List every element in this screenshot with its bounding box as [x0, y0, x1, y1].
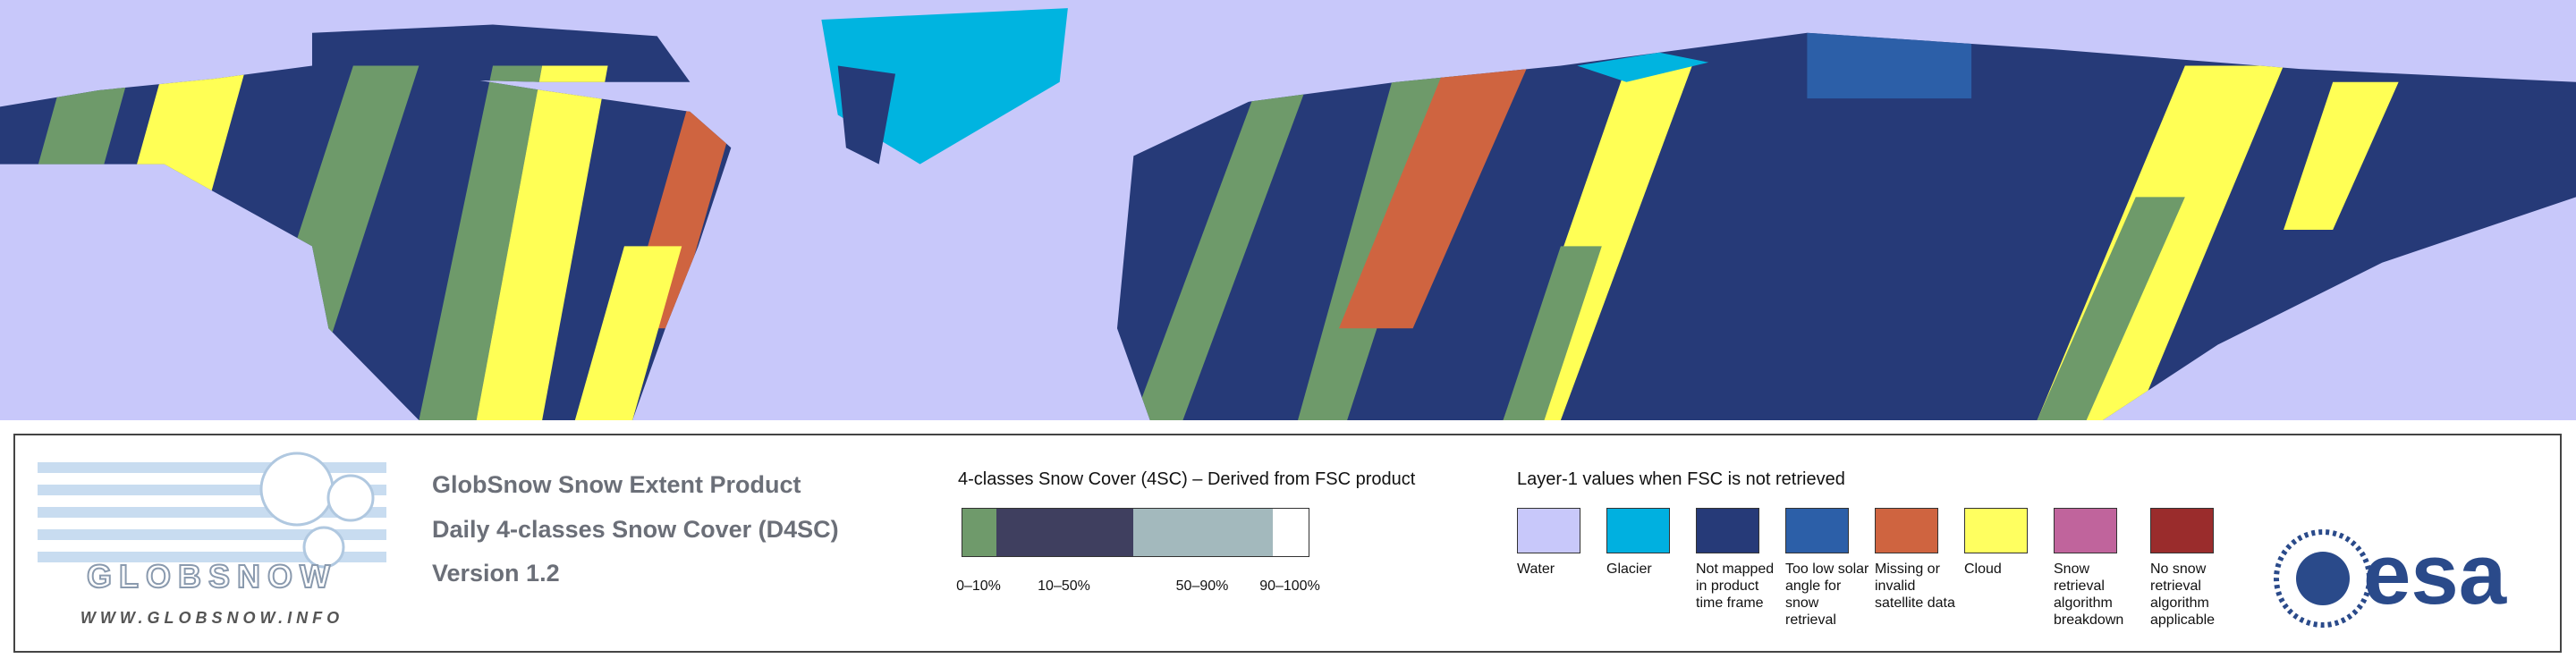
item-swatch — [1785, 508, 1849, 553]
item-swatch — [1964, 508, 2028, 553]
class-label: 10–50% — [1038, 578, 1090, 594]
item-label: Glacier — [1606, 561, 1652, 577]
item-label: Too low solar angle for snow retrieval — [1785, 561, 1869, 628]
product-title: GlobSnow Snow Extent Product — [432, 471, 801, 498]
product-version: Version 1.2 — [432, 560, 560, 587]
item-label: No snow retrieval algorithm applicable — [2150, 561, 2216, 628]
product-subtitle: Daily 4-classes Snow Cover (D4SC) — [432, 516, 839, 543]
class-swatch — [962, 509, 996, 556]
item-swatch — [1875, 508, 1938, 553]
item-swatch — [2150, 508, 2214, 553]
item-label: Snow retrieval algorithm breakdown — [2054, 561, 2124, 628]
class-label: 90–100% — [1259, 578, 1320, 594]
globsnow-logo: GLOBSNOW WWW.GLOBSNOW.INFO — [38, 452, 386, 627]
item-swatch — [2054, 508, 2117, 553]
website: WWW.GLOBSNOW.INFO — [80, 609, 343, 627]
class-label: 50–90% — [1175, 578, 1229, 594]
item-swatch — [1606, 508, 1670, 553]
snow-map — [0, 0, 2576, 420]
class-swatch — [1133, 509, 1273, 556]
class-label: 0–10% — [956, 578, 1001, 594]
item-label: Missing or invalid satellite data — [1875, 561, 1955, 611]
legend-panel: GLOBSNOW WWW.GLOBSNOW.INFO GlobSnow Snow… — [13, 434, 2562, 653]
layer1-title: Layer-1 values when FSC is not retrieved — [1517, 469, 1845, 489]
item-label: Water — [1517, 561, 1555, 577]
item-label: Not mapped in product time frame — [1696, 561, 1775, 611]
greenland-unmapped — [837, 65, 896, 165]
snow-cover-bar — [962, 508, 1309, 557]
class-swatch — [996, 509, 1133, 556]
svalbard — [1577, 52, 1709, 82]
snow-cover-title: 4-classes Snow Cover (4SC) – Derived fro… — [958, 469, 1416, 489]
esa-text: esa — [2363, 527, 2507, 622]
logo-text: GLOBSNOW — [87, 558, 337, 595]
class-swatch — [1273, 509, 1309, 556]
item-label: Cloud — [1964, 561, 2002, 577]
item-swatch — [1517, 508, 1580, 553]
item-swatch — [1696, 508, 1759, 553]
esa-logo: esa — [2274, 527, 2507, 628]
